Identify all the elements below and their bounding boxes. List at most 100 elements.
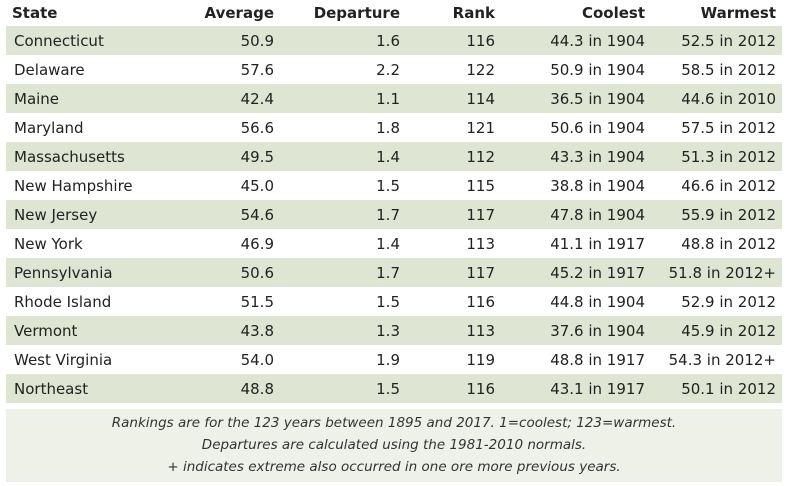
cell-average: 51.5 <box>186 287 274 316</box>
cell-warmest: 45.9 in 2012 <box>645 316 782 345</box>
header-state: State <box>12 4 58 22</box>
header-average: Average <box>204 4 274 22</box>
cell-coolest: 38.8 in 1904 <box>495 171 645 200</box>
cell-coolest: 48.8 in 1917 <box>495 345 645 374</box>
header-rank: Rank <box>452 4 495 22</box>
table-row: Delaware 57.6 2.2 122 50.9 in 1904 58.5 … <box>6 55 782 84</box>
cell-departure: 1.1 <box>274 84 400 113</box>
table-row: Maine 42.4 1.1 114 36.5 in 1904 44.6 in … <box>6 84 782 113</box>
cell-departure: 1.3 <box>274 316 400 345</box>
header-warmest: Warmest <box>700 4 776 22</box>
cell-state: New Hampshire <box>6 171 186 200</box>
cell-average: 45.0 <box>186 171 274 200</box>
cell-departure: 1.6 <box>274 26 400 55</box>
cell-coolest: 43.3 in 1904 <box>495 142 645 171</box>
cell-coolest: 44.8 in 1904 <box>495 287 645 316</box>
cell-departure: 1.9 <box>274 345 400 374</box>
cell-average: 42.4 <box>186 84 274 113</box>
table-row: Connecticut 50.9 1.6 116 44.3 in 1904 52… <box>6 26 782 55</box>
cell-departure: 1.4 <box>274 142 400 171</box>
cell-warmest: 46.6 in 2012 <box>645 171 782 200</box>
cell-state: Maryland <box>6 113 186 142</box>
cell-coolest: 45.2 in 1917 <box>495 258 645 287</box>
header-row: State Average Departure Rank Coolest War… <box>6 0 782 26</box>
cell-coolest: 41.1 in 1917 <box>495 229 645 258</box>
table-row: New York 46.9 1.4 113 41.1 in 1917 48.8 … <box>6 229 782 258</box>
cell-state: Pennsylvania <box>6 258 186 287</box>
cell-average: 43.8 <box>186 316 274 345</box>
cell-departure: 1.4 <box>274 229 400 258</box>
table-header: State Average Departure Rank Coolest War… <box>6 0 782 26</box>
cell-rank: 122 <box>400 55 495 84</box>
cell-coolest: 50.9 in 1904 <box>495 55 645 84</box>
table-row: Northeast 48.8 1.5 116 43.1 in 1917 50.1… <box>6 374 782 403</box>
cell-rank: 114 <box>400 84 495 113</box>
cell-departure: 1.7 <box>274 258 400 287</box>
cell-rank: 113 <box>400 316 495 345</box>
cell-coolest: 47.8 in 1904 <box>495 200 645 229</box>
cell-state: Vermont <box>6 316 186 345</box>
cell-warmest: 48.8 in 2012 <box>645 229 782 258</box>
table-row: Massachusetts 49.5 1.4 112 43.3 in 1904 … <box>6 142 782 171</box>
cell-rank: 121 <box>400 113 495 142</box>
table-row: New Hampshire 45.0 1.5 115 38.8 in 1904 … <box>6 171 782 200</box>
cell-state: New York <box>6 229 186 258</box>
cell-warmest: 44.6 in 2010 <box>645 84 782 113</box>
table-row: Rhode Island 51.5 1.5 116 44.8 in 1904 5… <box>6 287 782 316</box>
temperature-table: State Average Departure Rank Coolest War… <box>6 0 782 403</box>
cell-average: 57.6 <box>186 55 274 84</box>
cell-state: Maine <box>6 84 186 113</box>
table-row: Maryland 56.6 1.8 121 50.6 in 1904 57.5 … <box>6 113 782 142</box>
cell-average: 50.6 <box>186 258 274 287</box>
cell-state: Delaware <box>6 55 186 84</box>
header-coolest: Coolest <box>581 4 645 22</box>
cell-average: 46.9 <box>186 229 274 258</box>
table-row: West Virginia 54.0 1.9 119 48.8 in 1917 … <box>6 345 782 374</box>
cell-average: 54.0 <box>186 345 274 374</box>
cell-departure: 1.5 <box>274 171 400 200</box>
cell-warmest: 51.8 in 2012+ <box>645 258 782 287</box>
cell-departure: 1.5 <box>274 374 400 403</box>
footnote-plus-sign: + indicates extreme also occurred in one… <box>167 459 621 475</box>
table-row: Vermont 43.8 1.3 113 37.6 in 1904 45.9 i… <box>6 316 782 345</box>
cell-average: 56.6 <box>186 113 274 142</box>
cell-rank: 116 <box>400 374 495 403</box>
cell-coolest: 44.3 in 1904 <box>495 26 645 55</box>
cell-state: Connecticut <box>6 26 186 55</box>
cell-rank: 116 <box>400 287 495 316</box>
footnote-departures: Departures are calculated using the 1981… <box>201 437 587 453</box>
cell-departure: 1.7 <box>274 200 400 229</box>
cell-rank: 117 <box>400 200 495 229</box>
cell-warmest: 52.5 in 2012 <box>645 26 782 55</box>
cell-rank: 117 <box>400 258 495 287</box>
cell-coolest: 43.1 in 1917 <box>495 374 645 403</box>
cell-departure: 1.8 <box>274 113 400 142</box>
table-row: Pennsylvania 50.6 1.7 117 45.2 in 1917 5… <box>6 258 782 287</box>
cell-warmest: 55.9 in 2012 <box>645 200 782 229</box>
cell-average: 49.5 <box>186 142 274 171</box>
cell-rank: 112 <box>400 142 495 171</box>
cell-coolest: 37.6 in 1904 <box>495 316 645 345</box>
cell-state: New Jersey <box>6 200 186 229</box>
cell-departure: 1.5 <box>274 287 400 316</box>
cell-coolest: 50.6 in 1904 <box>495 113 645 142</box>
cell-average: 50.9 <box>186 26 274 55</box>
table-footnotes: Rankings are for the 123 years between 1… <box>6 409 782 482</box>
cell-rank: 115 <box>400 171 495 200</box>
header-departure: Departure <box>313 4 400 22</box>
cell-warmest: 52.9 in 2012 <box>645 287 782 316</box>
table-body: Connecticut 50.9 1.6 116 44.3 in 1904 52… <box>6 26 782 403</box>
cell-state: West Virginia <box>6 345 186 374</box>
cell-warmest: 58.5 in 2012 <box>645 55 782 84</box>
cell-state: Massachusetts <box>6 142 186 171</box>
cell-rank: 116 <box>400 26 495 55</box>
cell-warmest: 51.3 in 2012 <box>645 142 782 171</box>
cell-average: 48.8 <box>186 374 274 403</box>
footnote-rankings: Rankings are for the 123 years between 1… <box>111 415 677 431</box>
cell-warmest: 57.5 in 2012 <box>645 113 782 142</box>
cell-warmest: 50.1 in 2012 <box>645 374 782 403</box>
cell-state: Northeast <box>6 374 186 403</box>
cell-average: 54.6 <box>186 200 274 229</box>
cell-state: Rhode Island <box>6 287 186 316</box>
